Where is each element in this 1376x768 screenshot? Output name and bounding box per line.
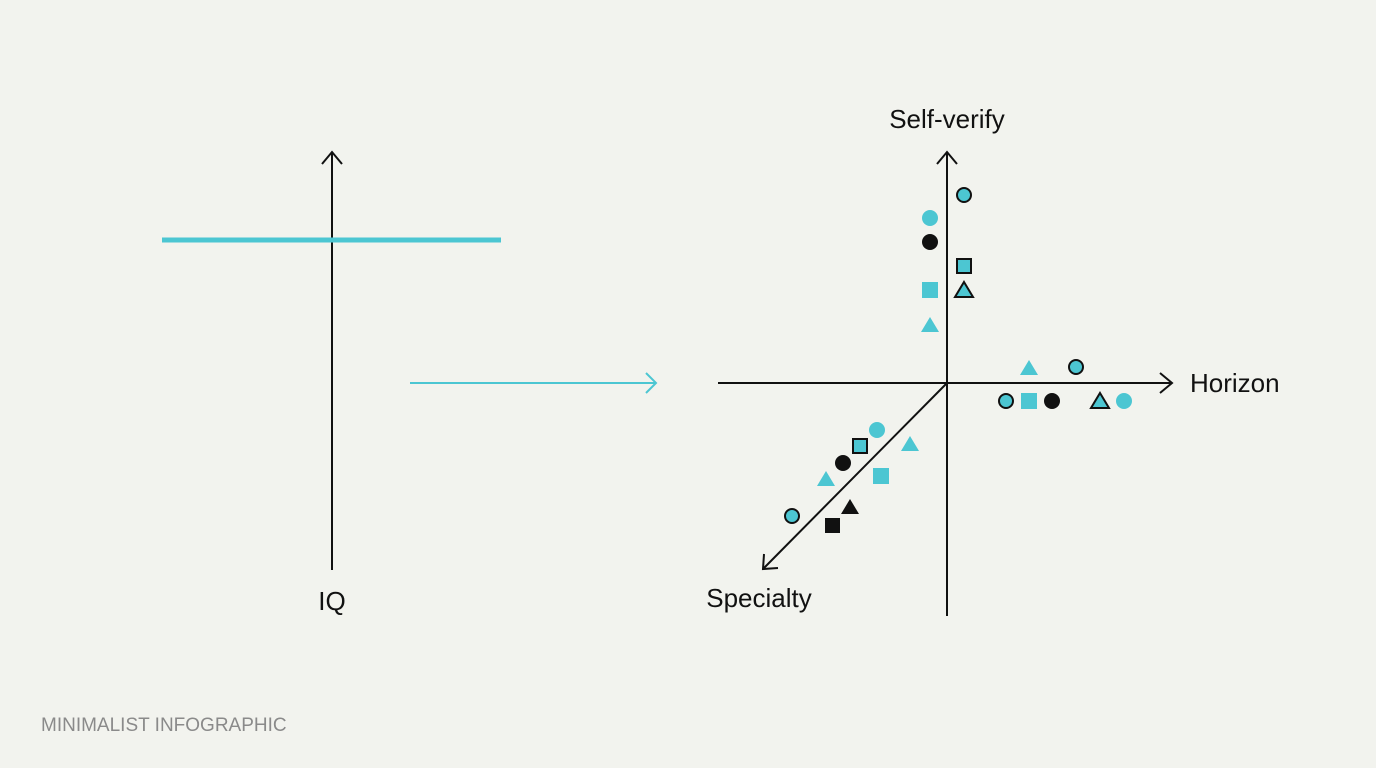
marker xyxy=(953,280,975,298)
marker xyxy=(835,455,851,471)
marker xyxy=(1021,393,1037,409)
arrow-head xyxy=(936,150,958,165)
multi-axis: Self-verify Horizon Specialty xyxy=(706,104,1280,616)
marker xyxy=(1044,393,1060,409)
arrow-head xyxy=(645,372,658,394)
marker xyxy=(922,234,938,250)
axis-label: IQ xyxy=(318,586,345,616)
marker xyxy=(922,282,938,298)
marker xyxy=(922,210,938,226)
diagonal-axis xyxy=(762,382,948,570)
marker xyxy=(956,187,972,203)
marker xyxy=(998,393,1014,409)
marker xyxy=(873,468,889,484)
axis-label: Self-verify xyxy=(889,104,1005,134)
marker xyxy=(784,508,800,524)
footer-label: MINIMALIST INFOGRAPHIC xyxy=(41,715,287,736)
transition-arrow xyxy=(410,372,658,394)
axis-label: Specialty xyxy=(706,583,812,613)
arrow-head xyxy=(321,150,343,165)
iq-axis: IQ xyxy=(162,150,501,616)
markers xyxy=(784,187,1132,533)
arrow-head xyxy=(1159,372,1174,394)
marker xyxy=(921,317,939,332)
axis-label: Horizon xyxy=(1190,368,1280,398)
marker xyxy=(1116,393,1132,409)
arrow-head xyxy=(761,553,779,571)
marker xyxy=(852,438,868,454)
marker xyxy=(1089,391,1111,409)
marker xyxy=(869,422,885,438)
marker xyxy=(817,471,835,486)
marker xyxy=(901,436,919,451)
marker xyxy=(825,518,840,533)
marker xyxy=(1020,360,1038,375)
marker xyxy=(1068,359,1084,375)
marker xyxy=(841,499,859,514)
marker xyxy=(956,258,972,274)
